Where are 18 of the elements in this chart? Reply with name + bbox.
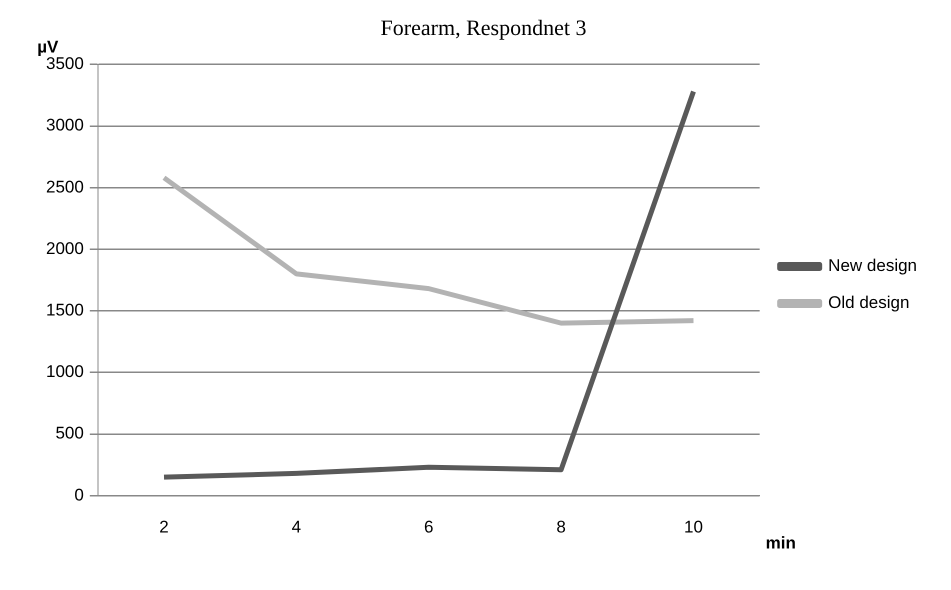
- legend-label: Old design: [828, 293, 910, 312]
- y-tick-label: 1000: [46, 362, 84, 382]
- y-tick-label: 2500: [46, 177, 84, 196]
- x-tick-label: 8: [556, 517, 566, 536]
- y-tick-label: 500: [55, 424, 84, 443]
- y-tick-label: 3500: [46, 54, 84, 74]
- y-axis-title: µV: [37, 38, 60, 57]
- y-tick-label: 2000: [46, 238, 84, 258]
- y-tick-label: 0: [74, 485, 84, 504]
- x-tick-label: 10: [684, 517, 703, 536]
- x-axis-title: min: [766, 534, 796, 553]
- legend-label: New design: [828, 256, 917, 276]
- x-tick-label: 4: [292, 517, 302, 536]
- chart-title: Forearm, Respondnet 3: [380, 14, 586, 40]
- y-tick-label: 3000: [46, 116, 84, 135]
- x-tick-label: 2: [159, 517, 169, 536]
- x-tick-label: 6: [424, 517, 434, 536]
- y-tick-label: 1500: [46, 300, 84, 320]
